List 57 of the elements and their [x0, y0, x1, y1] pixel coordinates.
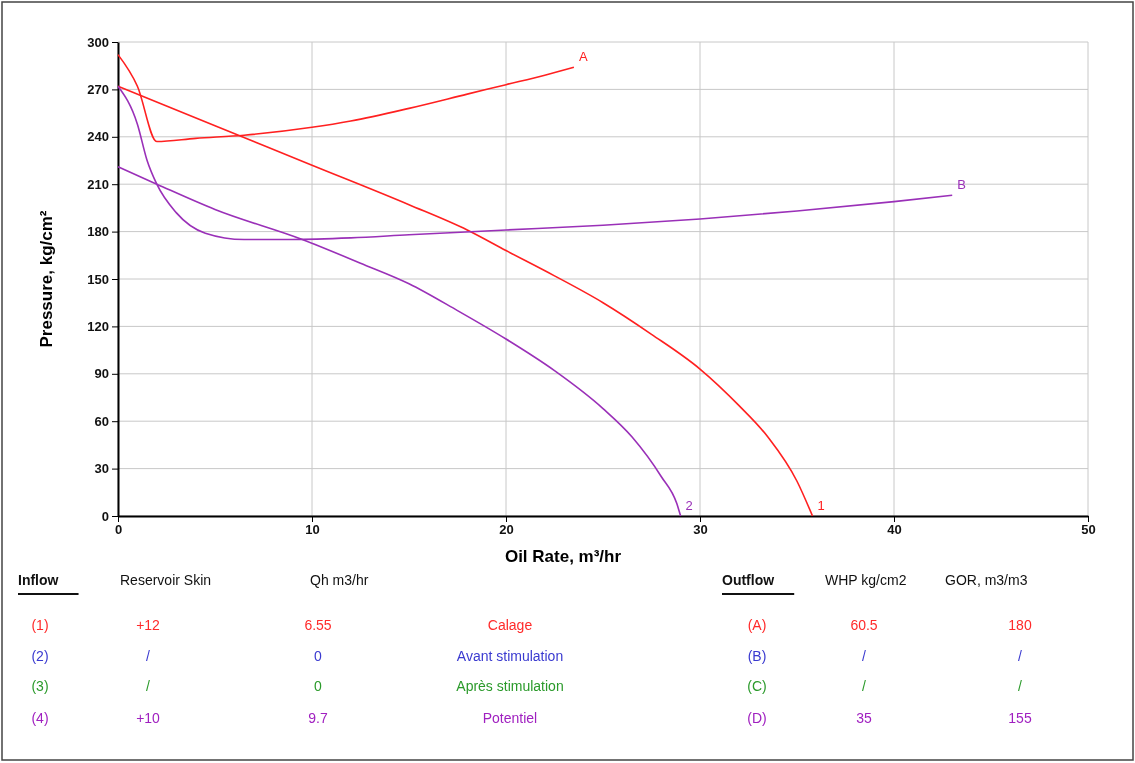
- y-tick-label: 150: [87, 271, 109, 287]
- text: (3): [31, 678, 49, 694]
- series-label: B: [957, 177, 966, 193]
- y-axis-title: Pressure, kg/cm²: [37, 210, 56, 348]
- y-tick-label: 0: [101, 508, 109, 524]
- text: Potentiel: [482, 710, 538, 726]
- text: 180: [1008, 617, 1032, 633]
- text: Outflow: [722, 572, 775, 588]
- text: /: [146, 648, 151, 664]
- y-tick-label: 60: [94, 413, 109, 429]
- text: +12: [136, 617, 161, 633]
- y-tick-label: 240: [87, 129, 109, 145]
- text: (B): [747, 648, 767, 664]
- text: Qh m3/hr: [310, 572, 369, 588]
- y-tick-label: 300: [87, 34, 109, 50]
- text: Après stimulation: [456, 678, 564, 694]
- y-tick-label: 90: [94, 366, 109, 382]
- series-label: 2: [685, 498, 693, 513]
- text: (4): [31, 710, 49, 726]
- y-tick-label: 180: [87, 224, 109, 240]
- text: (1): [31, 617, 49, 633]
- series-label: A: [578, 49, 588, 65]
- text: Reservoir Skin: [120, 572, 212, 588]
- text: (A): [747, 617, 767, 633]
- x-tick-label: 30: [693, 522, 708, 538]
- series-label: 1: [817, 498, 825, 513]
- x-tick-label: 10: [305, 522, 320, 538]
- text: (2): [31, 648, 49, 664]
- x-tick-label: 50: [1081, 522, 1096, 538]
- text: 0: [314, 648, 323, 664]
- x-axis-title: Oil Rate, m³/hr: [504, 547, 622, 566]
- text: 35: [856, 710, 872, 726]
- text: Avant stimulation: [456, 648, 564, 664]
- y-tick-label: 210: [87, 176, 109, 192]
- y-tick-label: 120: [87, 319, 109, 335]
- text: 60.5: [850, 617, 878, 633]
- y-tick-label: 30: [94, 461, 109, 477]
- x-tick-label: 0: [114, 522, 123, 538]
- text: /: [1018, 678, 1023, 694]
- text: /: [862, 678, 867, 694]
- text: /: [862, 648, 867, 664]
- x-tick-label: 20: [499, 522, 514, 538]
- text: /: [1018, 648, 1023, 664]
- text: +10: [136, 710, 161, 726]
- text: Calage: [487, 617, 533, 633]
- text: 9.7: [308, 710, 328, 726]
- text: (D): [747, 710, 767, 726]
- text: 6.55: [304, 617, 332, 633]
- text: GOR, m3/m3: [945, 572, 1028, 588]
- text: (C): [747, 678, 767, 694]
- text: Inflow: [18, 572, 59, 588]
- y-tick-label: 270: [87, 82, 109, 98]
- text: 0: [314, 678, 323, 694]
- text: 155: [1008, 710, 1032, 726]
- text: WHP kg/cm2: [825, 572, 907, 588]
- x-tick-label: 40: [887, 522, 902, 538]
- text: /: [146, 678, 151, 694]
